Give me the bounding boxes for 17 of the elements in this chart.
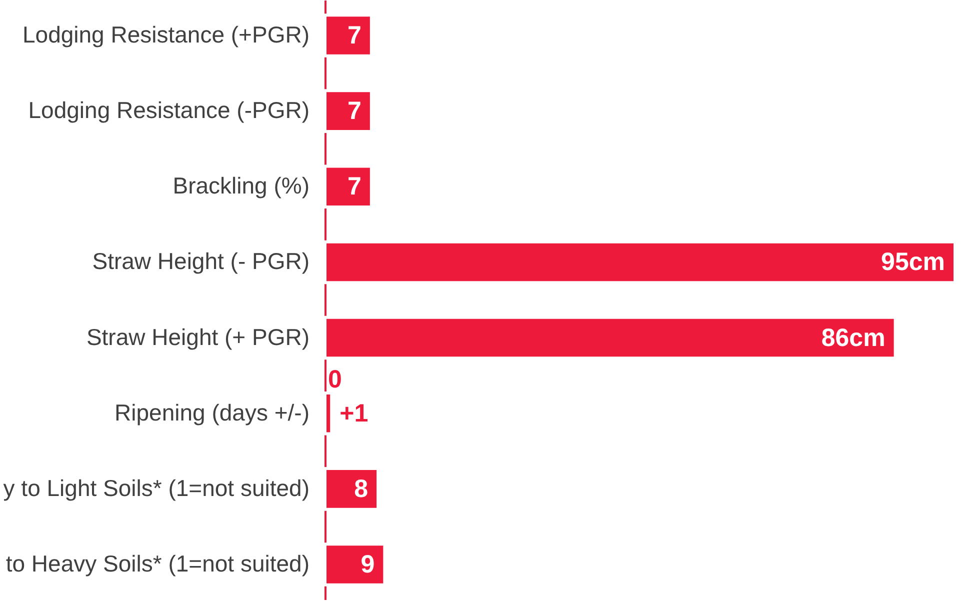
data-label: 86cm [821,324,886,352]
data-label: 9 [360,550,375,578]
y-tick-label: Straw Height (+ PGR) [86,324,310,350]
y-tick-label: Lodging Resistance (-PGR) [28,97,310,124]
y-tick-label: Ripening (days +/-) [114,399,310,426]
y-tick-label: y to Light Soils* (1=not suited) [3,474,310,501]
data-label: 7 [348,97,362,126]
y-tick-label: Brackling (%) [172,172,310,199]
data-label: 8 [354,474,368,503]
data-label: 7 [348,172,362,201]
data-label: 95cm [881,248,945,276]
y-tick-label: to Heavy Soils* (1=not suited) [6,550,310,576]
y-tick-label: Lodging Resistance (+PGR) [22,22,310,48]
data-label: +1 [340,399,368,428]
y-tick-label: Straw Height (- PGR) [92,248,310,274]
annotation: 0 [328,365,342,394]
data-label: 7 [348,22,362,50]
